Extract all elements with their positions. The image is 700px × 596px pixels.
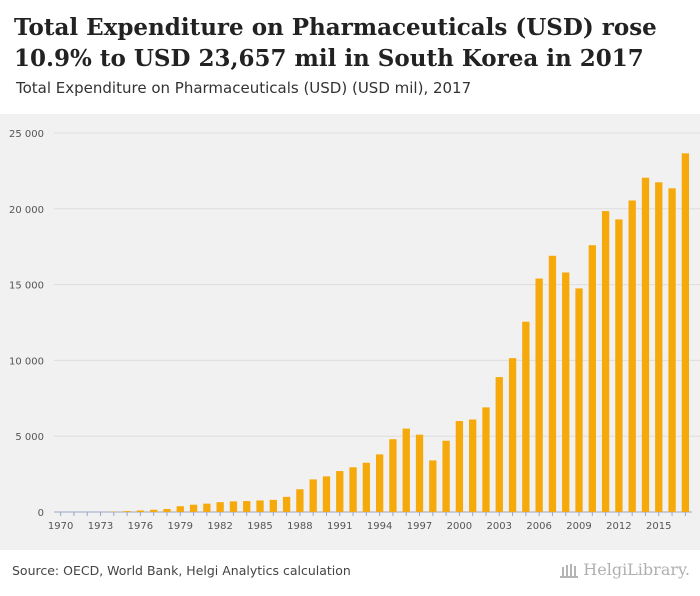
y-tick-label: 20 000 [9, 205, 44, 216]
bar-2015 [655, 182, 663, 512]
bar-1982 [216, 502, 224, 512]
library-building-icon [560, 563, 579, 578]
x-tick-label: 1982 [207, 521, 232, 532]
y-tick-label: 15 000 [9, 281, 44, 292]
bar-1985 [256, 500, 264, 512]
bar-2010 [588, 245, 596, 512]
source-note: Source: OECD, World Bank, Helgi Analytic… [12, 563, 351, 578]
bar-2002 [482, 407, 490, 512]
bar-1991 [336, 471, 344, 512]
x-tick-label: 2012 [606, 521, 631, 532]
bar-1993 [362, 462, 371, 512]
bar-2004 [508, 358, 517, 512]
bar-2000 [455, 421, 464, 512]
bar-1987 [282, 496, 291, 512]
chart-title: Total Expenditure on Pharmaceuticals (US… [14, 14, 657, 72]
bar-1998 [429, 460, 437, 512]
chart-subtitle: Total Expenditure on Pharmaceuticals (US… [16, 79, 472, 97]
x-tick-label: 1973 [88, 521, 113, 532]
bar-1983 [229, 501, 238, 512]
helgi-library-logo: HelgiLibrary. [559, 560, 690, 579]
bar-2013 [628, 200, 636, 512]
x-tick-label: 2003 [487, 521, 512, 532]
bar-2006 [535, 278, 543, 512]
bar-1978 [163, 508, 171, 512]
bar-1992 [349, 467, 357, 512]
bar-1984 [243, 501, 251, 512]
y-tick-label: 5 000 [15, 432, 44, 443]
bar-1977 [150, 509, 158, 512]
x-tick-label: 1976 [128, 521, 153, 532]
bar-1995 [389, 439, 397, 512]
bar-2007 [548, 255, 557, 512]
logo-text: HelgiLibrary. [583, 560, 690, 579]
bar-2016 [668, 188, 676, 513]
bar-1999 [442, 440, 450, 512]
x-tick-label: 1988 [287, 521, 312, 532]
x-tick-label: 2006 [526, 521, 551, 532]
x-tick-label: 1985 [247, 521, 272, 532]
bar-2003 [495, 377, 503, 512]
x-tick-label: 1997 [407, 521, 432, 532]
bar-1975 [123, 511, 131, 512]
bar-1990 [322, 476, 331, 512]
bar-2009 [575, 288, 583, 512]
x-tick-label: 1979 [168, 521, 193, 532]
bar-1981 [203, 503, 211, 512]
y-tick-label: 10 000 [9, 356, 44, 367]
x-tick-label: 2009 [566, 521, 591, 532]
bar-2012 [615, 219, 623, 513]
bar-2005 [522, 321, 530, 512]
bar-1979 [176, 506, 184, 512]
bar-chart: 0 5 000 10 000 15 000 20 000 25 000 1970 1973 19… [9, 129, 700, 532]
bar-1988 [296, 489, 304, 512]
bar-1994 [375, 454, 384, 512]
bar-1976 [136, 510, 145, 512]
bar-1980 [189, 504, 198, 512]
bar-1986 [269, 499, 277, 512]
x-tick-label: 1991 [327, 521, 352, 532]
bar-1996 [402, 428, 410, 512]
bar-2017 [681, 153, 690, 513]
bar-1997 [415, 434, 424, 512]
bar-2011 [601, 211, 610, 512]
x-tick-label: 2015 [646, 521, 671, 532]
bar-2001 [469, 419, 477, 512]
y-tick-label: 25 000 [9, 129, 44, 140]
bar-2008 [562, 272, 570, 512]
bar-2014 [641, 177, 650, 513]
x-tick-label: 1970 [48, 521, 73, 532]
x-tick-label: 2000 [447, 521, 472, 532]
bar-1989 [309, 479, 317, 512]
x-tick-label: 1994 [367, 521, 392, 532]
y-tick-label: 0 [38, 508, 44, 519]
